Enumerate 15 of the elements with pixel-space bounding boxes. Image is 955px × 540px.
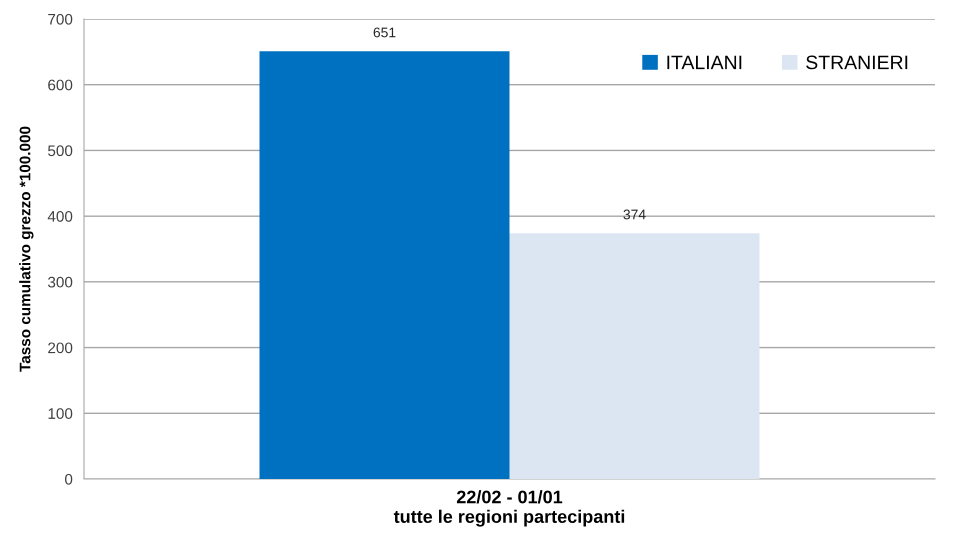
data-label: 651 xyxy=(374,28,396,38)
y-tick-label: 0 xyxy=(64,474,72,485)
x-axis-title: tutte le regioni partecipanti xyxy=(394,510,624,527)
y-tick-label: 500 xyxy=(48,145,72,156)
y-tick-label: 400 xyxy=(48,211,72,222)
data-label: 374 xyxy=(623,210,646,220)
legend-label: STRANIERI xyxy=(806,56,908,70)
y-tick-label: 700 xyxy=(48,14,72,25)
y-axis-title: Tasso cumulativo grezzo *100.000 xyxy=(19,126,34,372)
x-tick-label: 22/02 - 01/01 xyxy=(456,490,562,504)
y-tick-label: 100 xyxy=(48,408,72,419)
y-tick-label: 300 xyxy=(48,276,72,288)
y-tick-label: 200 xyxy=(48,342,72,354)
y-tick-label: 600 xyxy=(48,80,72,90)
legend-label: ITALIANI xyxy=(667,56,742,70)
